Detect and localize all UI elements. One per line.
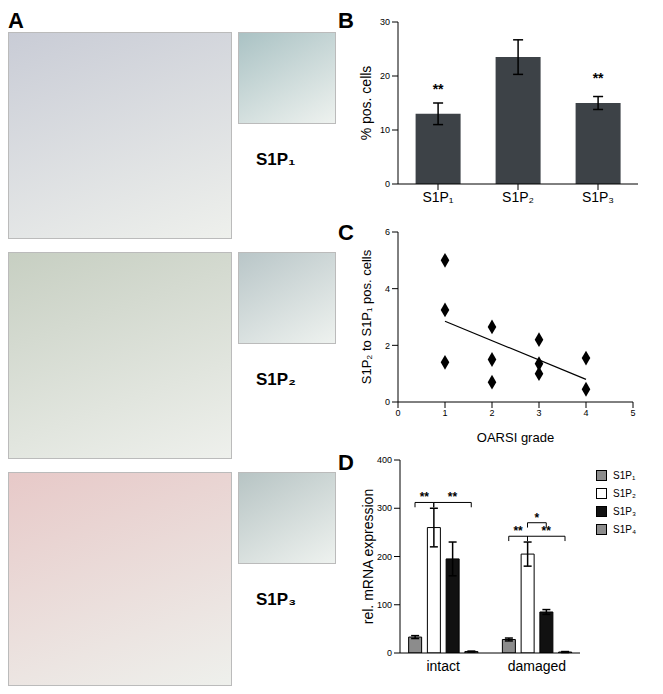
svg-text:6: 6: [385, 227, 390, 237]
svg-text:**: **: [542, 524, 552, 538]
html-text:S1P₁: S1P₁: [256, 150, 296, 169]
svg-text:100: 100: [377, 600, 392, 610]
svg-text:2: 2: [385, 341, 390, 351]
html-text:S1P₂: S1P₂: [256, 370, 296, 389]
svg-text:**: **: [513, 524, 523, 538]
svg-text:30: 30: [380, 17, 390, 27]
svg-text:**: **: [448, 490, 458, 504]
svg-text:0: 0: [385, 179, 390, 189]
svg-text:**: **: [433, 81, 444, 97]
html-text:A: A: [8, 8, 24, 33]
html-text:C: C: [338, 220, 354, 245]
html-text:S1P₃: S1P₃: [613, 506, 636, 517]
svg-text:0: 0: [395, 408, 400, 418]
svg-text:2: 2: [489, 408, 494, 418]
svg-text:0: 0: [387, 648, 392, 658]
svg-text:**: **: [593, 70, 604, 86]
svg-text:damaged: damaged: [508, 658, 566, 674]
html-text:S1P₁: S1P₁: [613, 470, 636, 481]
svg-text:% pos. cells: % pos. cells: [358, 66, 374, 141]
svg-text:S1P₂: S1P₂: [502, 189, 534, 205]
svg-text:OARSI grade: OARSI grade: [477, 430, 554, 445]
svg-text:*: *: [535, 511, 540, 525]
html-text:S1P₂: S1P₂: [613, 488, 636, 499]
html-text:S1P₄: S1P₄: [613, 524, 636, 535]
svg-text:20: 20: [380, 71, 390, 81]
svg-text:200: 200: [377, 552, 392, 562]
svg-text:5: 5: [630, 408, 635, 418]
svg-text:S1P₁: S1P₁: [422, 189, 453, 205]
html-text:B: B: [338, 8, 354, 33]
svg-text:S1P₂ to S1P₁ pos. cells: S1P₂ to S1P₁ pos. cells: [359, 249, 374, 384]
svg-text:4: 4: [385, 284, 390, 294]
svg-text:10: 10: [380, 125, 390, 135]
svg-text:**: **: [420, 490, 430, 504]
svg-text:S1P₃: S1P₃: [582, 189, 614, 205]
svg-text:400: 400: [377, 455, 392, 465]
svg-text:300: 300: [377, 503, 392, 513]
html-text:D: D: [338, 450, 354, 475]
svg-text:1: 1: [442, 408, 447, 418]
html-text:S1P₃: S1P₃: [256, 590, 296, 609]
svg-text:0: 0: [385, 397, 390, 407]
svg-text:rel. mRNA expression: rel. mRNA expression: [360, 489, 376, 624]
svg-text:intact: intact: [426, 658, 460, 674]
svg-text:3: 3: [536, 408, 541, 418]
svg-text:4: 4: [583, 408, 588, 418]
